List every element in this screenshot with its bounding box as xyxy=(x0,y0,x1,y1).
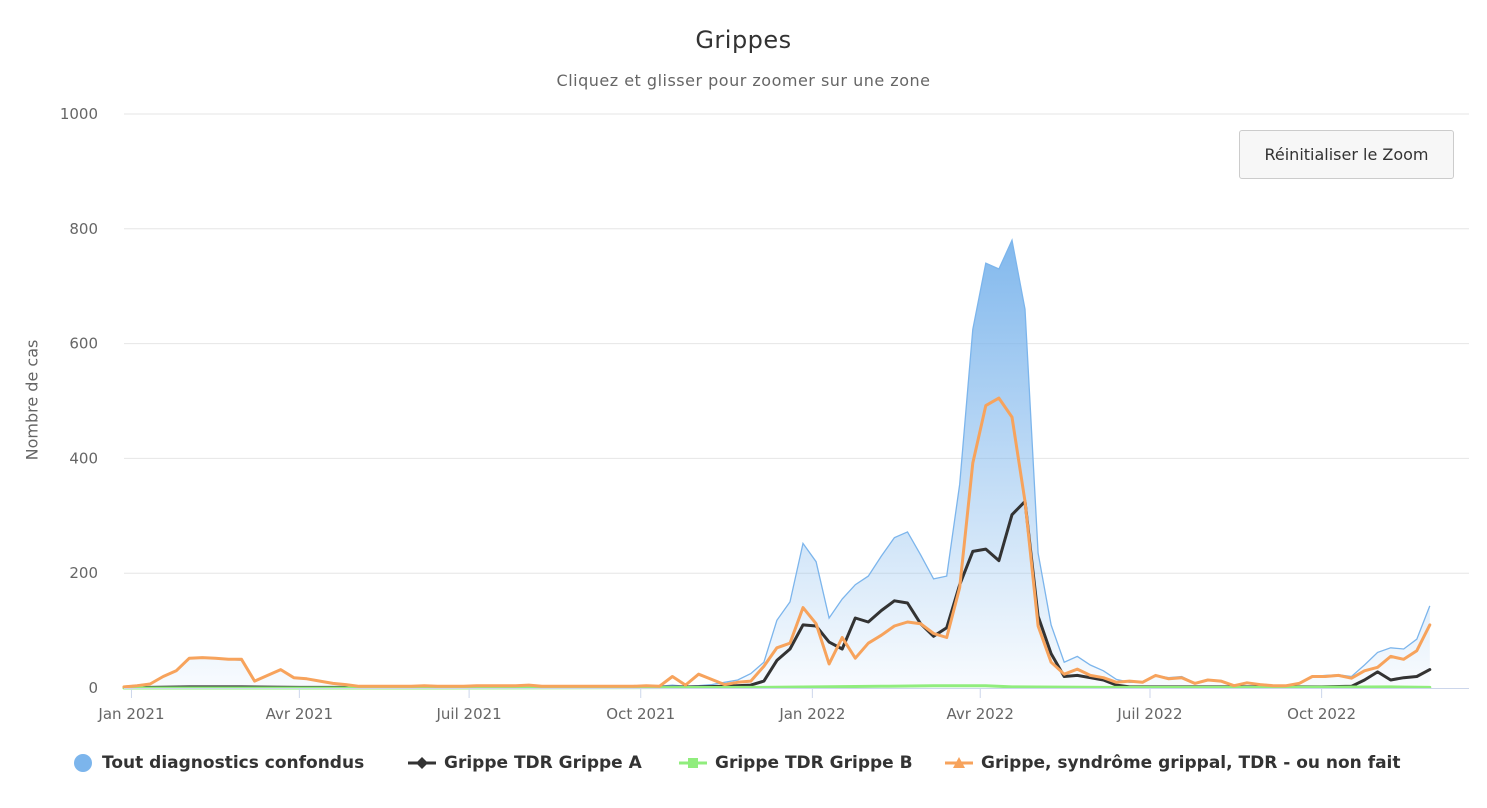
legend-item-label: Tout diagnostics confondus xyxy=(102,753,365,773)
chart-subtitle: Cliquez et glisser pour zoomer sur une z… xyxy=(556,71,931,90)
y-tick-label: 1000 xyxy=(60,105,98,123)
legend-item[interactable]: Grippe TDR Grippe B xyxy=(679,748,913,778)
legend-item[interactable]: Tout diagnostics confondus xyxy=(72,748,364,778)
legend-item-label: Grippe TDR Grippe A xyxy=(444,753,642,773)
x-tick-label: Jan 2021 xyxy=(97,705,164,723)
series-layer xyxy=(122,238,1432,690)
series-line-grippe-a xyxy=(122,499,1432,689)
legend-item-label: Grippe, syndrôme grippal, TDR - ou non f… xyxy=(981,753,1401,773)
x-tick-label: Juil 2021 xyxy=(436,705,502,723)
grid-lines xyxy=(124,113,1469,574)
series-line-tout-diagnostics xyxy=(123,238,1431,687)
y-tick-label: 600 xyxy=(69,335,98,353)
x-tick-label: Oct 2021 xyxy=(606,705,675,723)
chart-title: Grippes xyxy=(695,26,792,54)
square-icon xyxy=(679,758,707,768)
y-tick-label: 400 xyxy=(69,449,98,467)
y-tick-label: 0 xyxy=(88,679,98,697)
series-line-grippe-b xyxy=(122,684,1432,690)
legend: Tout diagnostics confondus Grippe TDR Gri… xyxy=(0,748,1487,778)
diamond-icon xyxy=(408,757,436,769)
x-tick-label: Avr 2022 xyxy=(947,705,1014,723)
axes: 0 200 400 600 800 1000 Jan 2021 Avr 2021 Juil 20… xyxy=(60,105,1469,723)
circle-icon xyxy=(74,754,92,772)
plot-area[interactable]: 0 200 400 600 800 1000 Jan 2021 Avr 2021 Juil 20… xyxy=(0,0,1487,740)
reset-zoom-button[interactable]: Réinitialiser le Zoom xyxy=(1239,130,1454,179)
x-tick-label: Oct 2022 xyxy=(1287,705,1356,723)
triangle-icon xyxy=(945,757,973,768)
x-tick-label: Juil 2022 xyxy=(1116,705,1182,723)
legend-item-label: Grippe TDR Grippe B xyxy=(715,753,913,773)
series-line-syndrome-grippal xyxy=(122,396,1432,689)
x-tick-label: Avr 2021 xyxy=(266,705,333,723)
legend-item[interactable]: Grippe TDR Grippe A xyxy=(408,748,642,778)
y-tick-label: 800 xyxy=(69,220,98,238)
legend-item[interactable]: Grippe, syndrôme grippal, TDR - ou non f… xyxy=(945,748,1401,778)
y-tick-label: 200 xyxy=(69,564,98,582)
x-tick-label: Jan 2022 xyxy=(778,705,845,723)
